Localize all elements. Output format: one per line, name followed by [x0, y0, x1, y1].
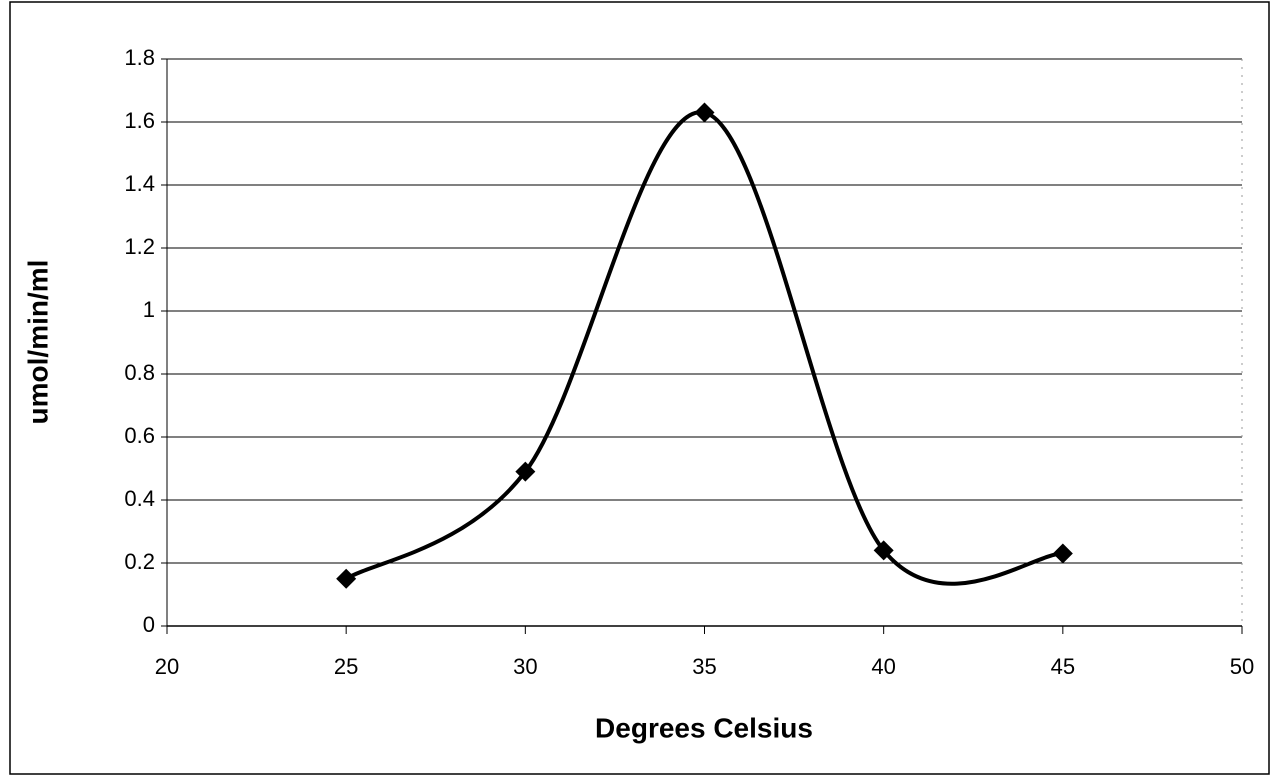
- y-tick-label: 0: [143, 612, 155, 637]
- x-tick-label: 20: [155, 654, 179, 679]
- y-tick-label: 1.6: [124, 108, 155, 133]
- y-tick-label: 1.8: [124, 45, 155, 70]
- x-tick-label: 25: [334, 654, 358, 679]
- y-tick-label: 0.6: [124, 423, 155, 448]
- x-tick-label: 35: [692, 654, 716, 679]
- y-axis-title: umol/min/ml: [22, 260, 53, 425]
- x-tick-label: 45: [1051, 654, 1075, 679]
- y-tick-label: 1.4: [124, 171, 155, 196]
- data-point: [873, 540, 894, 561]
- x-axis-title: Degrees Celsius: [595, 712, 813, 743]
- y-tick-label: 0.2: [124, 549, 155, 574]
- y-tick-label: 1.2: [124, 234, 155, 259]
- data-point: [694, 102, 715, 123]
- data-point: [515, 461, 536, 482]
- data-point: [1052, 543, 1073, 564]
- y-tick-label: 1: [143, 297, 155, 322]
- y-tick-label: 0.8: [124, 360, 155, 385]
- x-tick-label: 40: [871, 654, 895, 679]
- data-point: [336, 568, 357, 589]
- y-tick-label: 0.4: [124, 486, 155, 511]
- x-tick-label: 30: [513, 654, 537, 679]
- chart-frame: [9, 1, 1270, 775]
- x-tick-label: 50: [1230, 654, 1254, 679]
